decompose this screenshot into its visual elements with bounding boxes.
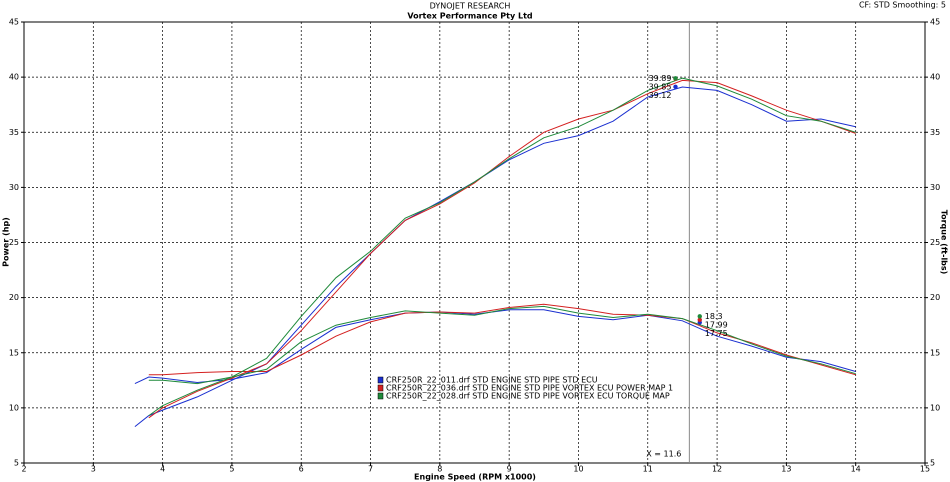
y2-tick-label: 40: [930, 73, 940, 82]
legend-swatch: [377, 376, 384, 384]
y2-tick-label: 35: [930, 128, 940, 137]
torque-line: [148, 303, 856, 376]
cursor-label: X = 11.6: [646, 450, 681, 459]
legend-label: CRF250R_22_011.drf STD ENGINE STD PIPE S…: [386, 376, 598, 385]
y-axis-title: Power (hp): [2, 217, 11, 267]
torque-line: [134, 309, 856, 385]
x-tick-label: 2: [21, 465, 26, 474]
x-tick-label: 10: [573, 465, 583, 474]
legend-label: CRF250R_22_036.drf STD ENGINE STD PIPE V…: [386, 384, 673, 393]
chart-title: Vortex Performance Pty Ltd: [407, 12, 533, 21]
power-marker-label: 39.85: [649, 82, 672, 91]
x-tick-label: 7: [368, 465, 373, 474]
torque-marker: [697, 314, 702, 319]
legend-label: CRF250R_22_028.drf STD ENGINE STD PIPE V…: [386, 392, 670, 401]
x-tick-label: 11: [643, 465, 653, 474]
header: DYNOJET RESEARCH: [430, 2, 511, 11]
torque-marker: [697, 317, 702, 322]
x-tick-label: 14: [851, 465, 861, 474]
torque-marker-label: 17.99: [705, 320, 728, 329]
x-tick-label: 9: [507, 465, 512, 474]
x-tick-label: 5: [229, 465, 234, 474]
x-tick-label: 6: [299, 465, 304, 474]
y2-tick-label: 15: [930, 348, 940, 357]
y-tick-label: 35: [9, 128, 19, 137]
torque-line: [148, 305, 856, 385]
x-tick-label: 15: [920, 465, 930, 474]
power-marker: [673, 76, 678, 81]
y-tick-label: 25: [9, 238, 19, 247]
x-tick-label: 4: [160, 465, 165, 474]
y-tick-label: 30: [9, 183, 19, 192]
y2-tick-label: 20: [930, 293, 940, 302]
power-marker-label: 39.12: [649, 91, 672, 100]
torque-marker-label: 18.3: [705, 312, 723, 321]
legend-swatch: [377, 392, 384, 400]
torque-marker-label: 17.75: [705, 329, 728, 338]
y2-tick-label: 30: [930, 183, 940, 192]
x-tick-label: 12: [712, 465, 722, 474]
y2-tick-label: 25: [930, 238, 940, 247]
power-line: [148, 77, 856, 417]
y-tick-label: 10: [9, 403, 19, 412]
x-tick-label: 3: [91, 465, 96, 474]
x-axis-title: Engine Speed (RPM x1000): [414, 473, 536, 482]
y-tick-label: 40: [9, 73, 19, 82]
x-tick-label: 8: [437, 465, 442, 474]
power-marker: [673, 84, 678, 90]
power-marker-label: 39.89: [649, 74, 672, 83]
y2-tick-label: 5: [930, 459, 935, 468]
y-tick-label: 15: [9, 348, 19, 357]
y2-axis-title: Torque (ft-lbs): [940, 210, 949, 275]
x-tick-label: 13: [781, 465, 791, 474]
legend-swatch: [377, 384, 384, 392]
y-tick-label: 45: [9, 18, 19, 27]
y2-tick-label: 45: [930, 18, 940, 27]
settings: CF: STD Smoothing: 5: [859, 1, 946, 10]
y2-tick-label: 10: [930, 403, 940, 412]
y-tick-label: 5: [14, 459, 19, 468]
y-tick-label: 20: [9, 293, 19, 302]
